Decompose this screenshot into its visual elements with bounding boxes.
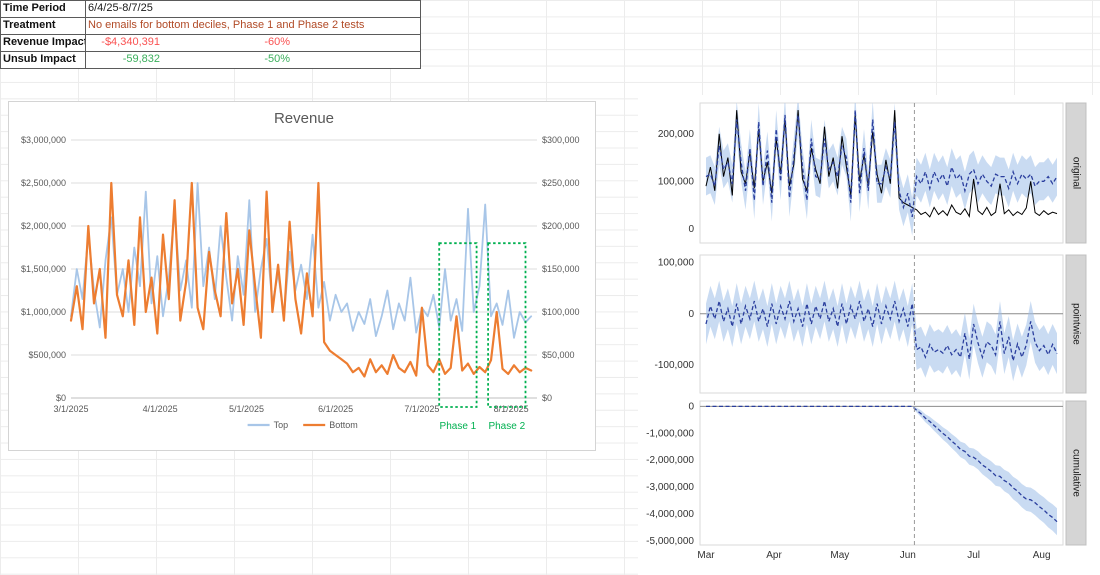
revenue-chart[interactable]: Revenue $0 $500,000 $1,000,000 $1,500,000 $2,…	[8, 101, 596, 451]
row-percent[interactable]: -60%	[264, 36, 290, 48]
left-axis-tick-label: $3,000,000	[21, 135, 66, 145]
right-axis-tick-label: $250,000	[542, 178, 580, 188]
y-axis-tick-label: 0	[688, 309, 694, 320]
row-value[interactable]: -59,832	[122, 53, 160, 65]
causal-impact-figure[interactable]: 0 100,000 200,000 original 100,000 0 -100,000 p…	[638, 95, 1100, 575]
empty-cell[interactable]	[162, 18, 240, 34]
row-value[interactable]: 6/4/25-8/7/25	[88, 2, 153, 14]
facet-strip-cumulative	[1065, 400, 1087, 546]
y-axis-tick-label: -3,000,000	[646, 482, 694, 493]
revenue-chart-svg: Revenue $0 $500,000 $1,000,000 $1,500,000 $2,…	[21, 110, 580, 432]
row-percent[interactable]	[240, 1, 290, 17]
pointwise-dashed-line	[705, 300, 1058, 361]
right-axis-tick-label: $300,000	[542, 135, 580, 145]
row-percent[interactable]: -50%	[264, 53, 290, 65]
facet-strip-pointwise	[1065, 254, 1087, 394]
phase-annotation-box	[438, 242, 478, 408]
facet-strip-label-pointwise: pointwise	[1071, 303, 1082, 345]
left-axis-tick-label: $0	[56, 393, 66, 403]
facet-strip-label-original: original	[1071, 157, 1082, 189]
chart-title: Revenue	[274, 110, 334, 127]
month-tick-label: Jun	[900, 550, 916, 561]
right-axis-tick-label: $100,000	[542, 307, 580, 317]
causal-impact-svg: 0 100,000 200,000 original 100,000 0 -100,000 p…	[646, 102, 1087, 561]
left-axis-tick-label: $1,500,000	[21, 264, 66, 274]
y-axis-tick-label: 100,000	[658, 258, 695, 269]
left-axis-tick-label: $1,000,000	[21, 307, 66, 317]
phase-annotation-box	[487, 242, 527, 408]
month-tick-label: Apr	[766, 550, 782, 561]
row-value[interactable]: -$4,340,391	[101, 36, 160, 48]
legend-label: Top	[274, 420, 289, 430]
y-axis-tick-label: 100,000	[658, 176, 695, 187]
original-confidence-band	[706, 103, 1057, 236]
summary-table: Time Period 6/4/25-8/7/25 Treatment No e…	[0, 0, 421, 69]
y-axis-tick-label: -100,000	[655, 360, 695, 371]
x-axis-tick-label: 4/1/2025	[143, 404, 178, 414]
left-axis-tick-label: $2,500,000	[21, 178, 66, 188]
table-row: Unsub Impact -59,832 -50%	[1, 52, 420, 68]
y-axis-tick-label: -5,000,000	[646, 536, 694, 547]
row-percent[interactable]	[240, 18, 290, 34]
phase-annotation-label: Phase 2	[488, 421, 525, 432]
original-dashed-line	[705, 110, 1058, 218]
y-axis-tick-label: -2,000,000	[646, 455, 694, 466]
left-axis-tick-label: $2,000,000	[21, 221, 66, 231]
series-line-top	[70, 182, 533, 339]
y-axis-tick-label: -4,000,000	[646, 509, 694, 520]
y-axis-tick-label: -1,000,000	[646, 428, 694, 439]
month-tick-label: Jul	[967, 550, 980, 561]
row-label[interactable]: Revenue Impact	[1, 35, 86, 51]
month-tick-label: Mar	[697, 550, 715, 561]
y-axis-tick-label: 200,000	[658, 129, 695, 140]
row-label[interactable]: Unsub Impact	[1, 52, 86, 68]
right-axis-tick-label: $0	[542, 393, 552, 403]
cumulative-confidence-band	[706, 406, 1057, 536]
empty-cell[interactable]	[162, 35, 240, 51]
empty-cell[interactable]	[162, 52, 240, 68]
x-axis-tick-label: 3/1/2025	[53, 404, 88, 414]
y-axis-tick-label: 0	[688, 401, 694, 412]
row-value[interactable]: No emails for bottom deciles, Phase 1 an…	[88, 19, 365, 31]
y-axis-tick-label: 0	[688, 224, 694, 235]
legend-label: Bottom	[329, 420, 358, 430]
table-row: Treatment No emails for bottom deciles, …	[1, 18, 420, 35]
x-axis-tick-label: 8/1/2025	[494, 404, 529, 414]
cumulative-dashed-line	[706, 405, 1058, 523]
right-axis-tick-label: $150,000	[542, 264, 580, 274]
row-label[interactable]: Time Period	[1, 1, 86, 17]
month-tick-label: May	[830, 550, 849, 561]
x-axis-tick-label: 7/1/2025	[404, 404, 439, 414]
table-row: Time Period 6/4/25-8/7/25	[1, 1, 420, 18]
month-tick-label: Aug	[1033, 550, 1051, 561]
left-axis-tick-label: $500,000	[28, 350, 66, 360]
row-label[interactable]: Treatment	[1, 18, 86, 34]
right-axis-tick-label: $50,000	[542, 350, 575, 360]
phase-annotation-label: Phase 1	[440, 421, 477, 432]
table-row: Revenue Impact -$4,340,391 -60%	[1, 35, 420, 52]
facet-strip-original	[1065, 102, 1087, 244]
empty-cell[interactable]	[162, 1, 240, 17]
series-line-bottom	[69, 181, 533, 378]
facet-strip-label-cumulative: cumulative	[1071, 449, 1082, 497]
right-axis-tick-label: $200,000	[542, 221, 580, 231]
x-axis-tick-label: 6/1/2025	[318, 404, 353, 414]
x-axis-tick-label: 5/1/2025	[229, 404, 264, 414]
